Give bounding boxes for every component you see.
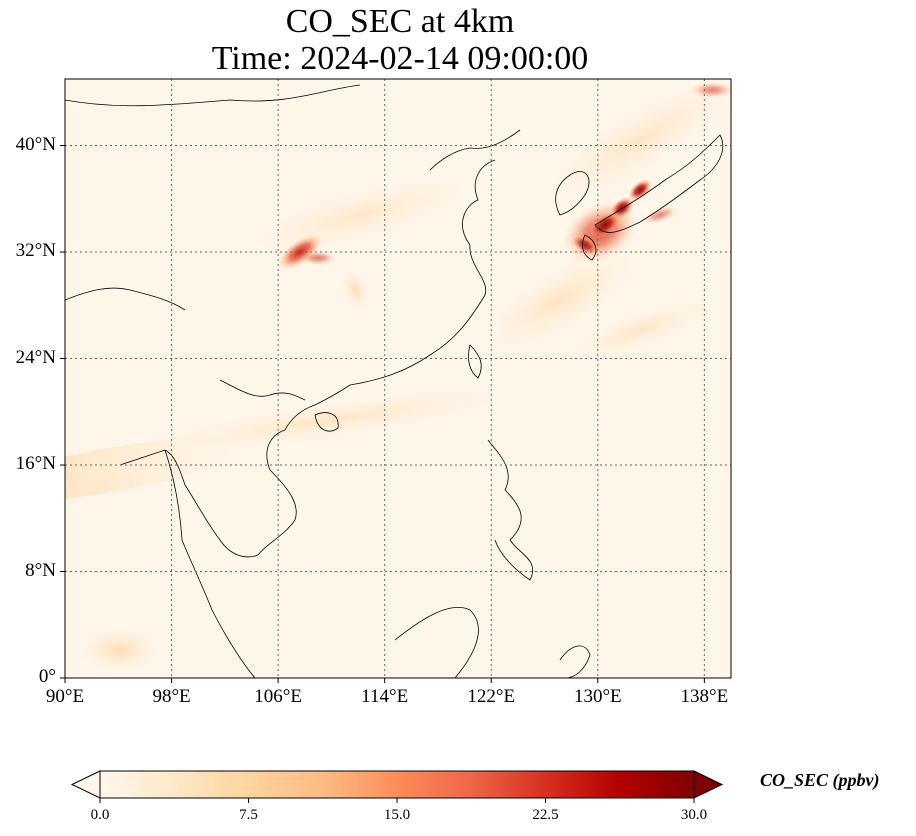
colorbar-tick-label: 30.0 [680, 807, 708, 823]
map-title-line1: CO_SEC at 4km [285, 3, 515, 40]
colorbar-tick-label: 22.5 [532, 807, 559, 823]
sulawesi-coast [559, 645, 591, 678]
japan-core-3 [589, 211, 621, 239]
x-tick-label: 130°E [573, 686, 622, 707]
x-tick-label: 122°E [467, 686, 516, 707]
concentration-field [65, 79, 731, 672]
mongolia-border [65, 84, 361, 107]
colorbar-tick-label: 7.5 [239, 807, 258, 823]
colorbar-tick-label: 0.0 [90, 807, 110, 823]
gridlines [65, 79, 731, 678]
laos-border [219, 379, 306, 401]
x-tick-label: 98°E [152, 686, 191, 707]
sichuan-plume-tail [300, 251, 336, 265]
thailand-coast [119, 449, 259, 558]
east-china-sea-band [480, 248, 640, 352]
colorbar-body [100, 771, 694, 798]
y-tick-label: 0° [38, 666, 56, 687]
colorbar-label: CO_SEC (ppbv) [760, 770, 880, 790]
x-tick-label: 90°E [45, 686, 85, 707]
korea-peninsula [555, 171, 590, 216]
andaman-patch [80, 628, 160, 672]
sea-of-japan-band [543, 79, 731, 201]
coastlines [65, 84, 724, 678]
y-tick-label: 16°N [15, 453, 56, 475]
kyushu-south [571, 234, 599, 256]
japan-core-1 [628, 179, 652, 201]
colorbar-ticks [99, 798, 695, 803]
china-east-coast [314, 159, 496, 406]
colorbar-extend-min [70, 770, 101, 799]
colorbar-extend-max [693, 770, 724, 799]
axis-ticks [60, 145, 705, 683]
japan-honshu [594, 134, 724, 233]
colorbar [70, 770, 724, 803]
south-china-band [141, 388, 519, 452]
malay-peninsula [164, 449, 256, 678]
y-tick-label: 24°N [15, 346, 56, 368]
map-frame [64, 78, 732, 679]
japan-east [642, 205, 678, 225]
yangtze-band [243, 175, 477, 255]
himalaya-border [65, 287, 186, 311]
hainan-island [314, 412, 339, 432]
bohai-coast [429, 129, 521, 171]
map-title-line2: Time: 2024-02-14 09:00:00 [211, 40, 589, 77]
bay-of-bengal-band [65, 437, 248, 503]
y-tick-label: 8°N [25, 559, 56, 581]
vietnam-coast [257, 404, 316, 556]
ne-corner [690, 82, 731, 98]
map-panel [65, 79, 731, 678]
x-tick-label: 138°E [680, 686, 729, 707]
y-tick-label: 32°N [15, 240, 56, 262]
x-tick-label: 106°E [254, 686, 302, 707]
kyushu-island [581, 234, 597, 261]
x-tick-label: 114°E [361, 686, 409, 707]
plume-tail-southeast [340, 269, 370, 311]
philippines-west [487, 439, 533, 581]
pacific-band [564, 297, 716, 363]
colorbar-tick-label: 15.0 [383, 807, 411, 823]
y-tick-label: 40°N [15, 133, 56, 155]
borneo-coast [394, 606, 479, 678]
taiwan-island [468, 344, 482, 379]
